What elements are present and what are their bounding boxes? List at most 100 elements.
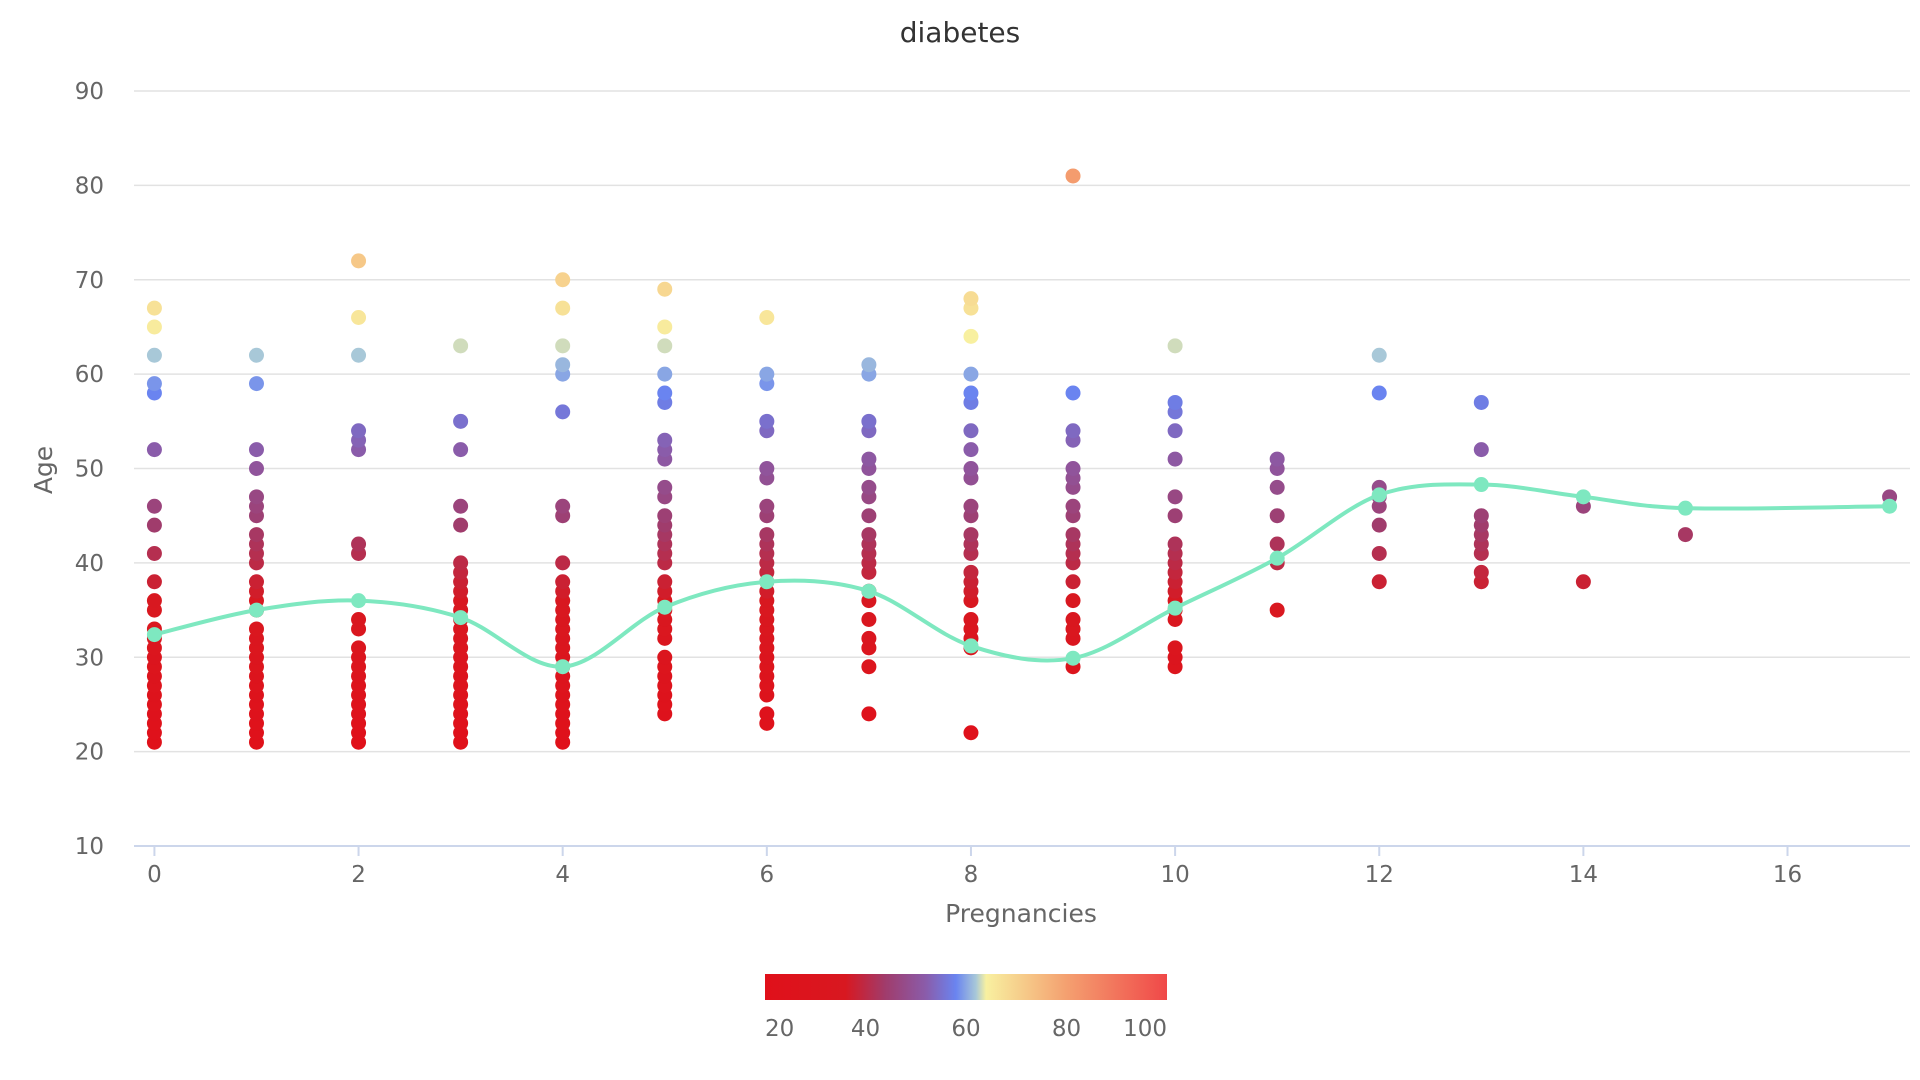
scatter-point[interactable] xyxy=(657,432,673,448)
scatter-point[interactable] xyxy=(555,498,571,514)
scatter-point[interactable] xyxy=(861,612,877,627)
trend-point[interactable] xyxy=(963,638,979,654)
scatter-point[interactable] xyxy=(1371,574,1387,590)
scatter-point[interactable] xyxy=(657,479,673,495)
scatter-point[interactable] xyxy=(146,376,162,392)
scatter-point[interactable] xyxy=(1065,168,1081,184)
scatter-point[interactable] xyxy=(1473,564,1489,580)
trend-point[interactable] xyxy=(1882,498,1898,514)
scatter-point[interactable] xyxy=(453,413,469,429)
scatter-point[interactable] xyxy=(1473,394,1489,410)
scatter-point[interactable] xyxy=(963,564,979,580)
scatter-point[interactable] xyxy=(453,555,469,571)
scatter-point[interactable] xyxy=(759,461,775,476)
trend-point[interactable] xyxy=(453,610,469,626)
scatter-point[interactable] xyxy=(963,527,979,543)
scatter-point[interactable] xyxy=(555,574,571,590)
trend-point[interactable] xyxy=(861,583,877,599)
scatter-point[interactable] xyxy=(759,706,775,722)
scatter-point[interactable] xyxy=(861,508,877,524)
scatter-point[interactable] xyxy=(1167,394,1183,410)
scatter-point[interactable] xyxy=(759,366,775,382)
scatter-point[interactable] xyxy=(1473,442,1489,458)
scatter-point[interactable] xyxy=(248,574,264,590)
scatter-point[interactable] xyxy=(1167,451,1183,467)
scatter-point[interactable] xyxy=(657,319,673,335)
scatter-point[interactable] xyxy=(963,291,979,307)
scatter-point[interactable] xyxy=(555,357,571,373)
scatter-point[interactable] xyxy=(657,366,673,382)
scatter-point[interactable] xyxy=(146,517,162,533)
trend-point[interactable] xyxy=(555,659,571,675)
scatter-point[interactable] xyxy=(861,630,877,646)
scatter-point[interactable] xyxy=(1575,574,1591,590)
scatter-point[interactable] xyxy=(1269,451,1285,467)
trend-point[interactable] xyxy=(248,602,264,618)
trend-point[interactable] xyxy=(1473,477,1489,493)
trend-point[interactable] xyxy=(351,593,367,609)
scatter-point[interactable] xyxy=(657,385,673,401)
scatter-point[interactable] xyxy=(453,517,469,533)
scatter-point[interactable] xyxy=(861,451,877,467)
scatter-point[interactable] xyxy=(248,442,264,458)
scatter-point[interactable] xyxy=(963,461,979,476)
scatter-point[interactable] xyxy=(1269,479,1285,495)
scatter-point[interactable] xyxy=(1065,593,1081,609)
scatter-point[interactable] xyxy=(1269,602,1285,618)
scatter-point[interactable] xyxy=(1065,423,1081,439)
scatter-point[interactable] xyxy=(1065,461,1081,476)
scatter-point[interactable] xyxy=(248,621,264,637)
scatter-point[interactable] xyxy=(146,442,162,458)
scatter-point[interactable] xyxy=(1371,347,1387,363)
scatter-point[interactable] xyxy=(1167,338,1183,354)
scatter-point[interactable] xyxy=(1371,385,1387,401)
scatter-point[interactable] xyxy=(146,574,162,590)
scatter-point[interactable] xyxy=(555,404,571,420)
scatter-point[interactable] xyxy=(759,527,775,543)
scatter-point[interactable] xyxy=(248,527,264,543)
scatter-point[interactable] xyxy=(555,300,571,316)
scatter-point[interactable] xyxy=(759,310,775,325)
scatter-point[interactable] xyxy=(1065,498,1081,514)
trend-point[interactable] xyxy=(1575,489,1591,505)
scatter-point[interactable] xyxy=(861,527,877,543)
scatter-point[interactable] xyxy=(146,300,162,316)
scatter-point[interactable] xyxy=(555,272,571,288)
scatter-point[interactable] xyxy=(1269,508,1285,524)
scatter-point[interactable] xyxy=(1269,536,1285,552)
scatter-point[interactable] xyxy=(1065,385,1081,401)
scatter-point[interactable] xyxy=(351,347,367,363)
scatter-point[interactable] xyxy=(351,310,367,325)
scatter-point[interactable] xyxy=(963,328,979,344)
scatter-point[interactable] xyxy=(963,498,979,514)
scatter-point[interactable] xyxy=(1371,545,1387,561)
scatter-point[interactable] xyxy=(1065,527,1081,543)
scatter-point[interactable] xyxy=(146,319,162,335)
scatter-point[interactable] xyxy=(351,612,367,627)
trend-point[interactable] xyxy=(1065,650,1081,666)
scatter-point[interactable] xyxy=(1065,612,1081,627)
scatter-point[interactable] xyxy=(1167,423,1183,439)
scatter-point[interactable] xyxy=(453,498,469,514)
scatter-point[interactable] xyxy=(963,725,979,741)
scatter-point[interactable] xyxy=(657,649,673,665)
scatter-point[interactable] xyxy=(963,423,979,439)
trend-point[interactable] xyxy=(1269,550,1285,566)
trend-point[interactable] xyxy=(1677,500,1693,516)
scatter-point[interactable] xyxy=(555,555,571,571)
scatter-point[interactable] xyxy=(146,545,162,561)
scatter-point[interactable] xyxy=(1677,527,1693,543)
scatter-point[interactable] xyxy=(146,498,162,514)
scatter-point[interactable] xyxy=(861,659,877,675)
trend-point[interactable] xyxy=(146,627,162,643)
scatter-point[interactable] xyxy=(657,508,673,524)
scatter-point[interactable] xyxy=(759,498,775,514)
scatter-point[interactable] xyxy=(657,574,673,590)
trend-point[interactable] xyxy=(759,574,775,590)
scatter-point[interactable] xyxy=(861,357,877,373)
scatter-point[interactable] xyxy=(657,281,673,297)
scatter-point[interactable] xyxy=(248,489,264,505)
scatter-point[interactable] xyxy=(248,376,264,392)
scatter-point[interactable] xyxy=(351,536,367,552)
scatter-point[interactable] xyxy=(1167,489,1183,505)
